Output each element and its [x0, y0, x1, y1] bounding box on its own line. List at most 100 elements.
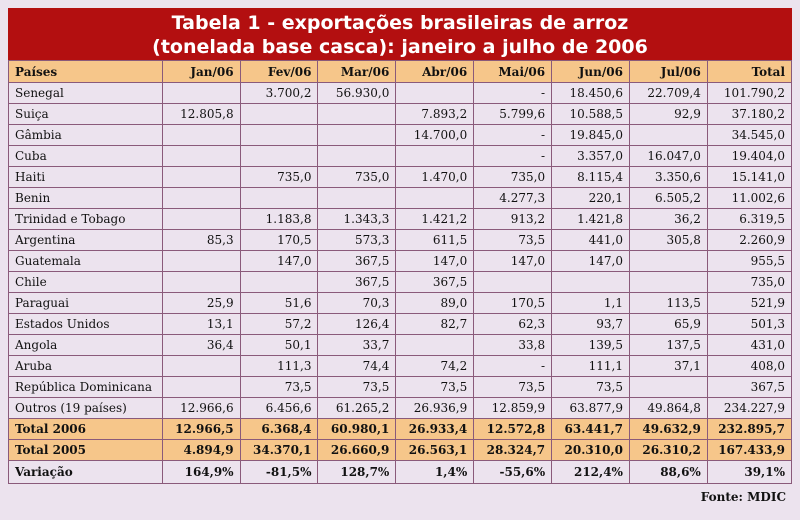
- table-cell: [317, 103, 397, 125]
- table-cell: 126,4: [317, 313, 397, 335]
- table-cell: 137,5: [629, 334, 708, 356]
- table-cell: 955,5: [707, 250, 793, 272]
- table-row: Argentina 85,3 170,5 573,3 611,5 73,5 441,0 305…: [8, 229, 793, 251]
- table-cell: 51,6: [240, 292, 319, 314]
- table-cell: 39,1%: [707, 460, 793, 484]
- table-cell: 22.709,4: [629, 82, 708, 104]
- table-cell: 49.864,8: [629, 397, 708, 419]
- table-cell: [162, 124, 241, 146]
- row-label: Outros (19 países): [8, 397, 163, 419]
- table-cell: [240, 103, 319, 125]
- row-label: Gâmbia: [8, 124, 163, 146]
- table-cell: 6.456,6: [240, 397, 319, 419]
- table-cell: 5.799,6: [473, 103, 553, 125]
- row-label: Benin: [8, 187, 163, 209]
- table-cell: 521,9: [707, 292, 793, 314]
- table-cell: 12.805,8: [162, 103, 241, 125]
- table-cell: 37,1: [629, 355, 708, 377]
- table-cell: 431,0: [707, 334, 793, 356]
- table-cell: 49.632,9: [629, 418, 708, 440]
- table-cell: 147,0: [551, 250, 630, 272]
- table-cell: 1.470,0: [395, 166, 475, 188]
- table-cell: 56.930,0: [317, 82, 397, 104]
- table-cell: 13,1: [162, 313, 241, 335]
- table-cell: 37.180,2: [707, 103, 793, 125]
- total-2006-row: Total 2006 12.966,5 6.368,4 60.980,1 26.933,…: [8, 418, 793, 440]
- table-cell: 63.441,7: [551, 418, 630, 440]
- table-cell: 441,0: [551, 229, 630, 251]
- table-cell: [395, 334, 475, 356]
- table-cell: [395, 145, 475, 167]
- table-cell: 60.980,1: [317, 418, 397, 440]
- table-cell: 1.343,3: [317, 208, 397, 230]
- table-cell: -55,6%: [473, 460, 553, 484]
- header-row: Países Jan/06 Fev/06 Mar/06 Abr/06 Mai/06 Jun/…: [8, 60, 793, 83]
- table-row: Haiti 735,0 735,0 1.470,0 735,0 8.115,4 3.350,…: [8, 166, 793, 188]
- table-cell: 3.350,6: [629, 166, 708, 188]
- table-cell: [162, 187, 241, 209]
- column-header: Países: [8, 60, 163, 83]
- table-cell: 128,7%: [317, 460, 397, 484]
- table-cell: 34.545,0: [707, 124, 793, 146]
- table-cell: 139,5: [551, 334, 630, 356]
- table-row: Aruba 111,3 74,4 74,2-111,1 37,1 408,0: [8, 355, 793, 377]
- table-cell: [240, 145, 319, 167]
- exports-table: Países Jan/06 Fev/06 Mar/06 Abr/06 Mai/06 Jun/…: [8, 60, 793, 484]
- table-cell: 501,3: [707, 313, 793, 335]
- table-cell: 73,5: [473, 229, 553, 251]
- table-cell: 19.404,0: [707, 145, 793, 167]
- row-label: Suiça: [8, 103, 163, 125]
- table-cell: 305,8: [629, 229, 708, 251]
- table-cell: 113,5: [629, 292, 708, 314]
- table-cell: 735,0: [240, 166, 319, 188]
- table-cell: 4.894,9: [162, 439, 241, 461]
- row-label: Guatemala: [8, 250, 163, 272]
- table-cell: 73,5: [551, 376, 630, 398]
- variation-row: Variação 164,9% -81,5% 128,7% 1,4% -55,6% 212,…: [8, 460, 793, 484]
- table-cell: 12.572,8: [473, 418, 553, 440]
- table-cell: 611,5: [395, 229, 475, 251]
- total-2005-row: Total 2005 4.894,9 34.370,1 26.660,9 26.563,…: [8, 439, 793, 461]
- table-body: Senegal 3.700,2 56.930,0-18.450,6 22.709,4 1…: [8, 82, 793, 484]
- row-label: Senegal: [8, 82, 163, 104]
- table-cell: 1.421,2: [395, 208, 475, 230]
- table-cell: 3.700,2: [240, 82, 319, 104]
- table-cell: 82,7: [395, 313, 475, 335]
- table-cell: 367,5: [395, 271, 475, 293]
- table-cell: [629, 376, 708, 398]
- table-cell: [162, 271, 241, 293]
- table-cell: 6.319,5: [707, 208, 793, 230]
- table-cell: [162, 145, 241, 167]
- table-cell: [395, 187, 475, 209]
- title-line-2: (tonelada base casca): janeiro a julho d…: [152, 36, 648, 58]
- table-cell: 111,1: [551, 355, 630, 377]
- table-cell: 4.277,3: [473, 187, 553, 209]
- table-cell: 10.588,5: [551, 103, 630, 125]
- column-header: Jan/06: [162, 60, 241, 83]
- table-cell: 170,5: [240, 229, 319, 251]
- row-label: Variação: [8, 460, 163, 484]
- table-cell: 74,4: [317, 355, 397, 377]
- table-cell: [317, 124, 397, 146]
- column-header: Fev/06: [240, 60, 319, 83]
- row-label: República Dominicana: [8, 376, 163, 398]
- table-cell: -81,5%: [240, 460, 319, 484]
- row-label: Angola: [8, 334, 163, 356]
- table-cell: 50,1: [240, 334, 319, 356]
- table-row: Paraguai 25,9 51,6 70,3 89,0 170,5 1,1 113,5 521…: [8, 292, 793, 314]
- table-cell: 73,5: [317, 376, 397, 398]
- table-cell: 147,0: [473, 250, 553, 272]
- table-cell: [162, 355, 241, 377]
- table-cell: [551, 271, 630, 293]
- table-row: Chile 367,5 367,5 735,0: [8, 271, 793, 293]
- table-cell: 61.265,2: [317, 397, 397, 419]
- table-cell: 735,0: [473, 166, 553, 188]
- table-cell: 73,5: [473, 376, 553, 398]
- table-cell: 147,0: [395, 250, 475, 272]
- table-cell: 12.859,9: [473, 397, 553, 419]
- table-cell: 367,5: [317, 271, 397, 293]
- table-cell: 12.966,6: [162, 397, 241, 419]
- table-cell: 62,3: [473, 313, 553, 335]
- table-cell: 367,5: [317, 250, 397, 272]
